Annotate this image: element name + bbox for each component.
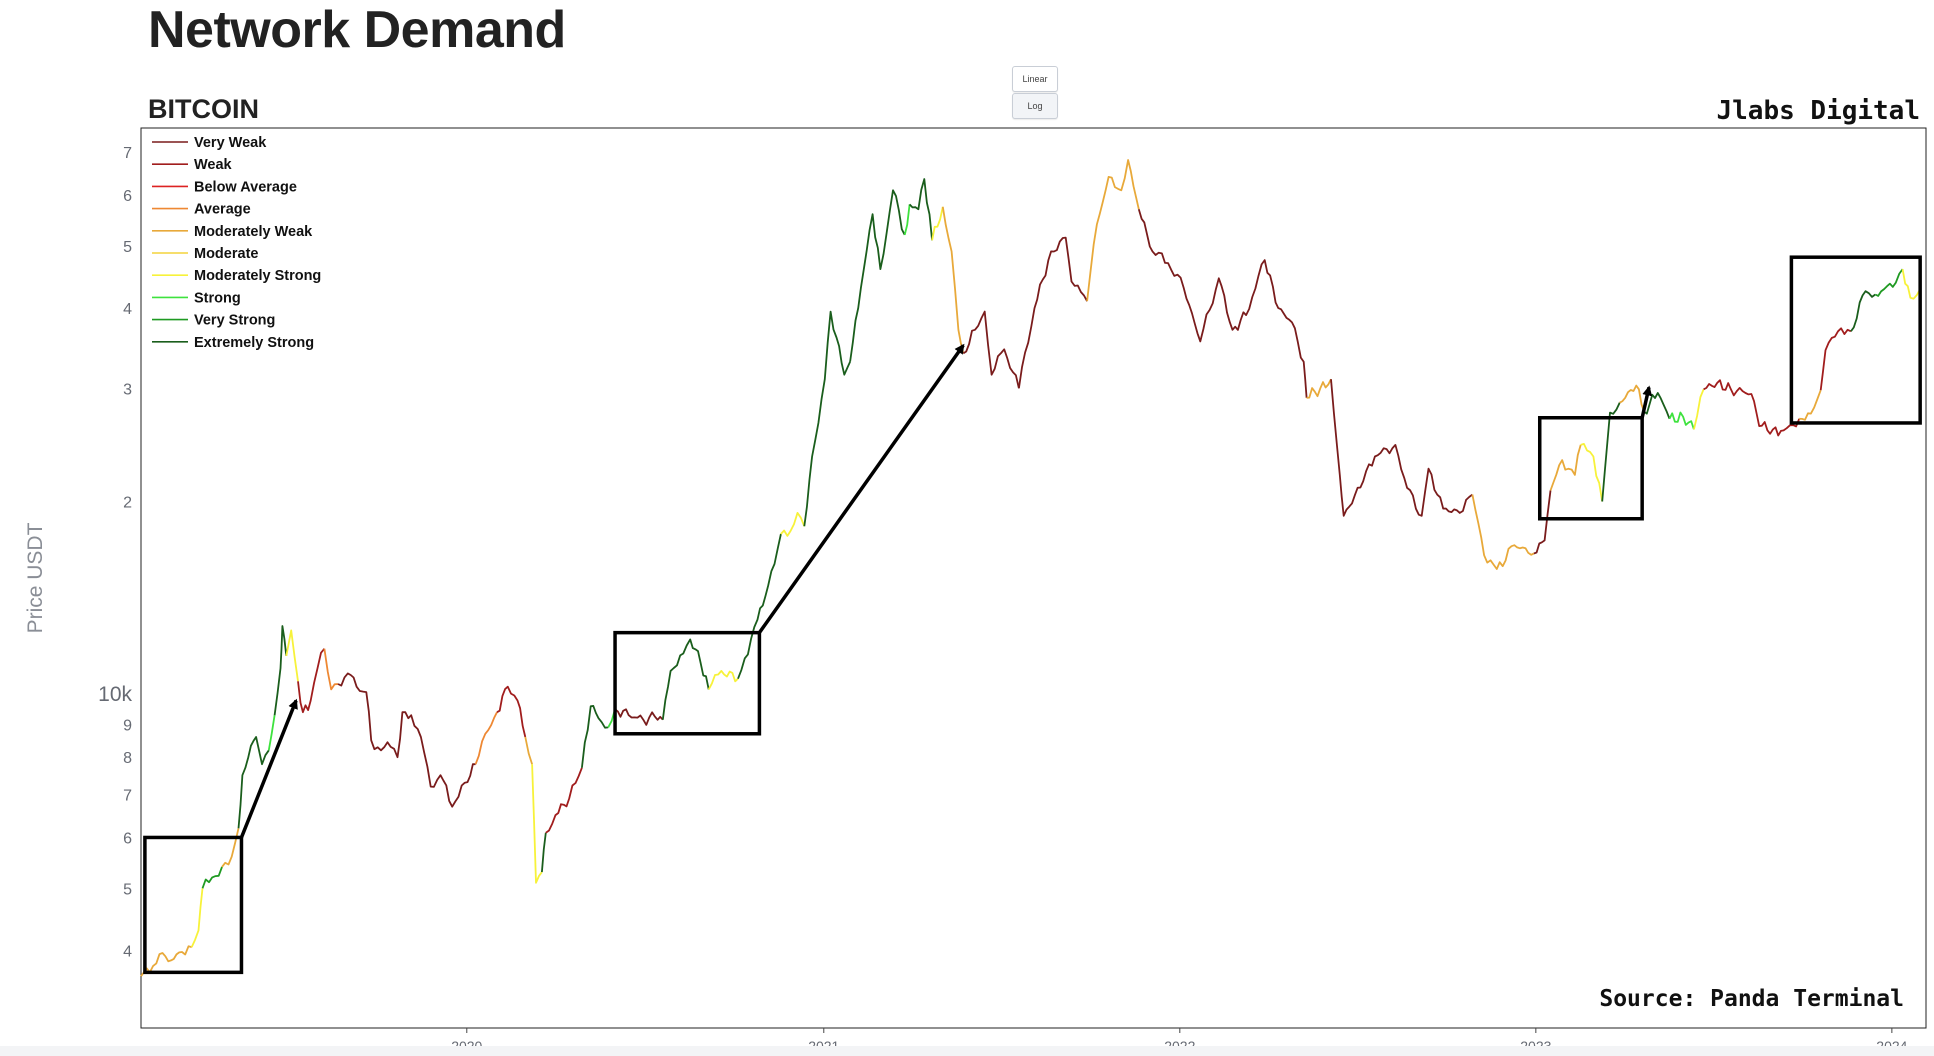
price-line-segment xyxy=(661,638,710,720)
y-tick-label: 4 xyxy=(123,944,132,961)
price-line-segment xyxy=(1549,444,1582,491)
annotation-arrow xyxy=(1640,385,1653,419)
price-line-segment xyxy=(1533,490,1552,555)
y-tick-label: 4 xyxy=(123,301,132,318)
price-line-segment xyxy=(1018,236,1088,389)
legend-entry-label: Strong xyxy=(194,290,241,306)
highlight-box xyxy=(143,835,244,975)
y-tick-label: 10k xyxy=(98,683,132,706)
price-line-segment xyxy=(908,178,933,241)
price-line-segment xyxy=(190,888,204,948)
y-tick-label: 5 xyxy=(123,881,132,898)
price-line-segment xyxy=(237,736,270,829)
price-line-segment xyxy=(803,310,851,527)
legend-entry-label: Moderate xyxy=(194,246,258,262)
legend-entry-label: Moderately Strong xyxy=(194,268,321,284)
y-tick-label: 6 xyxy=(123,188,132,205)
price-line-segment xyxy=(1693,388,1705,430)
highlight-box xyxy=(1789,255,1922,425)
price-line-segment xyxy=(1819,327,1852,391)
price-line-segment xyxy=(496,685,527,738)
y-axis-label: Price USDT xyxy=(24,522,47,633)
price-line-segment xyxy=(297,648,326,714)
legend-entry-label: Weak xyxy=(194,157,233,173)
price-line-segment xyxy=(849,189,906,362)
price-line-segment xyxy=(221,828,240,868)
y-tick-label: 3 xyxy=(123,381,132,398)
legend-entry-label: Below Average xyxy=(194,179,297,195)
price-line xyxy=(140,159,1921,977)
price-line-segment xyxy=(273,625,288,716)
annotation-arrow xyxy=(757,343,965,634)
highlight-box xyxy=(613,630,762,736)
price-line-segment xyxy=(1874,268,1904,297)
brand-label: Jlabs Digital xyxy=(1716,96,1921,126)
y-tick-label: 7 xyxy=(123,145,132,162)
price-line-segment xyxy=(707,670,739,690)
annotation-arrow xyxy=(239,698,298,839)
highlight-box xyxy=(1537,415,1644,521)
legend: Very Weak Weak Below Average Average Moderat… xyxy=(146,129,332,355)
price-line-segment xyxy=(1601,402,1621,502)
price-line-segment xyxy=(285,629,299,682)
price-line-segment xyxy=(524,736,533,765)
price-line-segment xyxy=(962,310,1020,389)
y-tick-label: 9 xyxy=(123,717,132,734)
log-scale-button[interactable]: Log xyxy=(1012,93,1058,119)
legend-background xyxy=(146,129,332,355)
price-line-segment xyxy=(531,764,543,884)
plot-frame xyxy=(140,127,1927,1029)
price-line-segment xyxy=(1799,389,1822,421)
price-line-segment xyxy=(201,866,223,889)
price-line-segment xyxy=(1703,379,1801,437)
legend-entry-label: Very Strong xyxy=(194,313,275,329)
price-line-segment xyxy=(1086,159,1140,302)
linear-scale-button[interactable]: Linear xyxy=(1012,66,1058,92)
price-line-segment xyxy=(1850,290,1876,332)
asset-label: BITCOIN xyxy=(148,94,259,124)
price-line-segment xyxy=(941,206,965,354)
price-line-segment xyxy=(1330,379,1473,517)
legend-entry-label: Average xyxy=(194,202,251,218)
price-line-segment xyxy=(1619,384,1645,412)
price-line-segment xyxy=(541,832,547,873)
price-line-segment xyxy=(903,204,911,236)
price-line-segment xyxy=(931,206,944,241)
price-line-segment xyxy=(737,533,782,680)
price-line-segment xyxy=(1668,411,1695,430)
y-tick-label: 6 xyxy=(123,830,132,847)
price-line-segment xyxy=(323,648,339,691)
price-line-segment xyxy=(1137,208,1308,398)
y-tick-label: 5 xyxy=(123,239,132,256)
y-axis: 4 5 6 7 8 9 10k 2 3 4 5 6 7 xyxy=(98,145,132,961)
price-line-segment xyxy=(1471,494,1535,570)
price-line-segment xyxy=(614,708,664,726)
price-line-segment xyxy=(1643,392,1671,420)
price-line-segment xyxy=(474,711,498,765)
price-line-segment xyxy=(1901,268,1921,300)
y-tick-label: 2 xyxy=(123,494,132,511)
y-tick-label: 8 xyxy=(123,750,132,767)
price-line-segment xyxy=(1306,378,1332,399)
page-title: Network Demand xyxy=(148,1,566,59)
legend-entry-label: Extremely Strong xyxy=(194,335,314,351)
legend-entry-label: Moderately Weak xyxy=(194,224,313,240)
annotations xyxy=(143,255,1922,975)
source-label: Source: Panda Terminal xyxy=(1599,986,1904,1012)
price-line-segment xyxy=(545,767,583,834)
bottom-strip xyxy=(0,1046,1934,1056)
price-line-segment xyxy=(780,512,806,537)
price-line-segment xyxy=(581,705,609,768)
price-line-segment xyxy=(337,672,476,808)
price-line-segment xyxy=(1580,443,1604,502)
price-line-segment xyxy=(267,715,276,751)
legend-entry-label: Very Weak xyxy=(194,135,267,151)
y-tick-label: 7 xyxy=(123,787,132,804)
